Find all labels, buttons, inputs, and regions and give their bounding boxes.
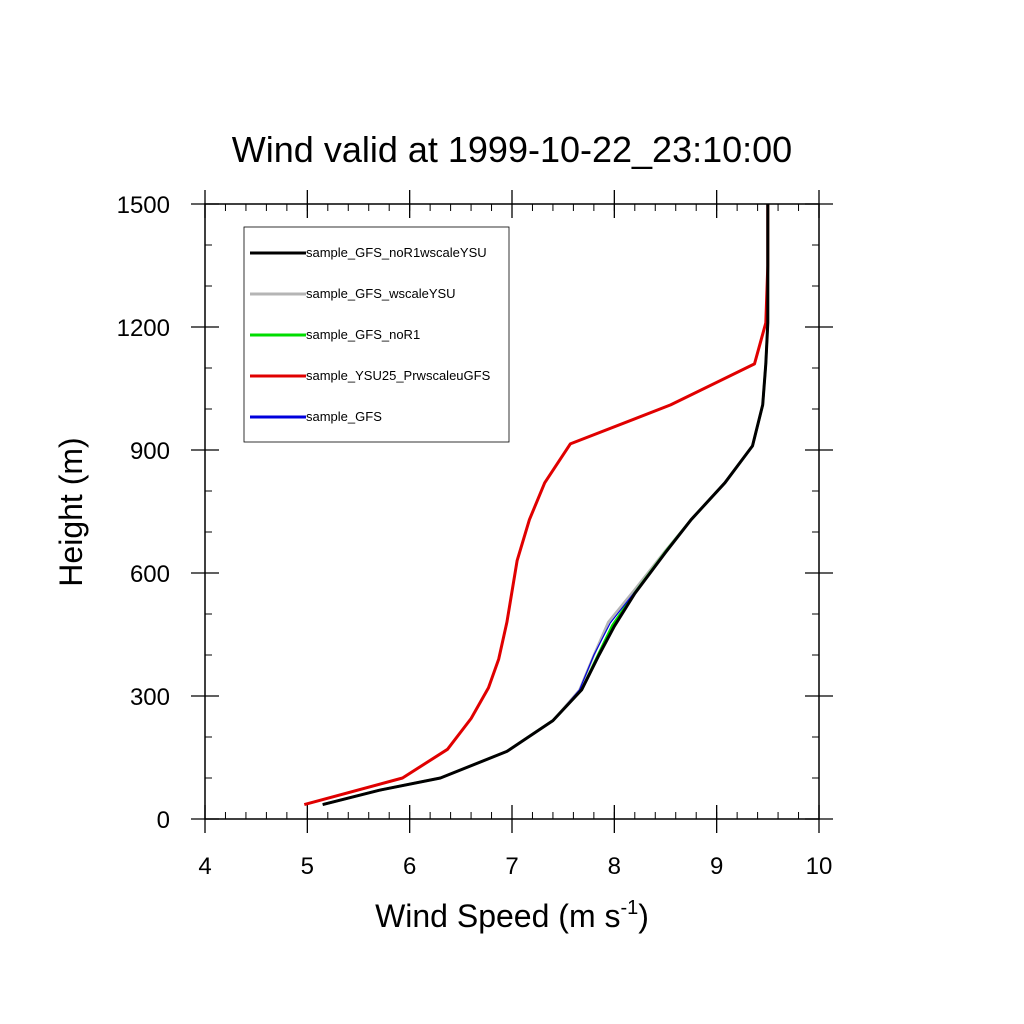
x-tick-label: 8	[608, 853, 621, 880]
x-tick-label: 9	[710, 853, 723, 880]
x-axis-label-sup: -1	[620, 897, 638, 919]
y-tick-label: 900	[130, 438, 170, 465]
y-axis-label: Height (m)	[53, 437, 89, 586]
legend: sample_GFS_noR1wscaleYSU sample_GFS_wscal…	[243, 226, 510, 443]
x-tick-label: 10	[806, 853, 833, 880]
x-tick-label: 7	[505, 853, 518, 880]
y-tick-label: 1200	[117, 315, 170, 342]
y-tick-labels: 0 300 600 900 1200 1500	[117, 192, 170, 834]
y-tick-label: 0	[157, 807, 170, 834]
x-tick-label: 6	[403, 853, 416, 880]
x-tick-label: 5	[301, 853, 314, 880]
legend-items: sample_GFS_noR1wscaleYSU sample_GFS_wscal…	[250, 245, 491, 424]
series-line-sample_GFS_noR1wscaleYSU	[322, 204, 770, 807]
y-tick-label: 300	[130, 684, 170, 711]
chart-title: Wind valid at 1999-10-22_23:10:00	[232, 129, 792, 170]
series-line-sample_YSU25_PrwscaleuGFS	[303, 204, 770, 807]
legend-label: sample_GFS_noR1	[306, 327, 420, 342]
legend-label: sample_GFS_wscaleYSU	[306, 286, 456, 301]
legend-label: sample_GFS	[306, 409, 382, 424]
y-tick-label: 600	[130, 561, 170, 588]
legend-label: sample_YSU25_PrwscaleuGFS	[306, 368, 491, 383]
series-lines	[303, 204, 770, 807]
x-tick-label: 4	[198, 853, 211, 880]
x-axis-label-end: )	[638, 898, 649, 934]
x-axis-label: Wind Speed (m s-1)	[375, 897, 649, 934]
y-tick-label: 1500	[117, 192, 170, 219]
x-axis-label-main: Wind Speed (m s	[375, 898, 620, 934]
x-tick-labels: 4 5 6 7 8 9 10	[198, 853, 832, 880]
plot-frame	[204, 203, 820, 820]
legend-label: sample_GFS_noR1wscaleYSU	[306, 245, 487, 260]
